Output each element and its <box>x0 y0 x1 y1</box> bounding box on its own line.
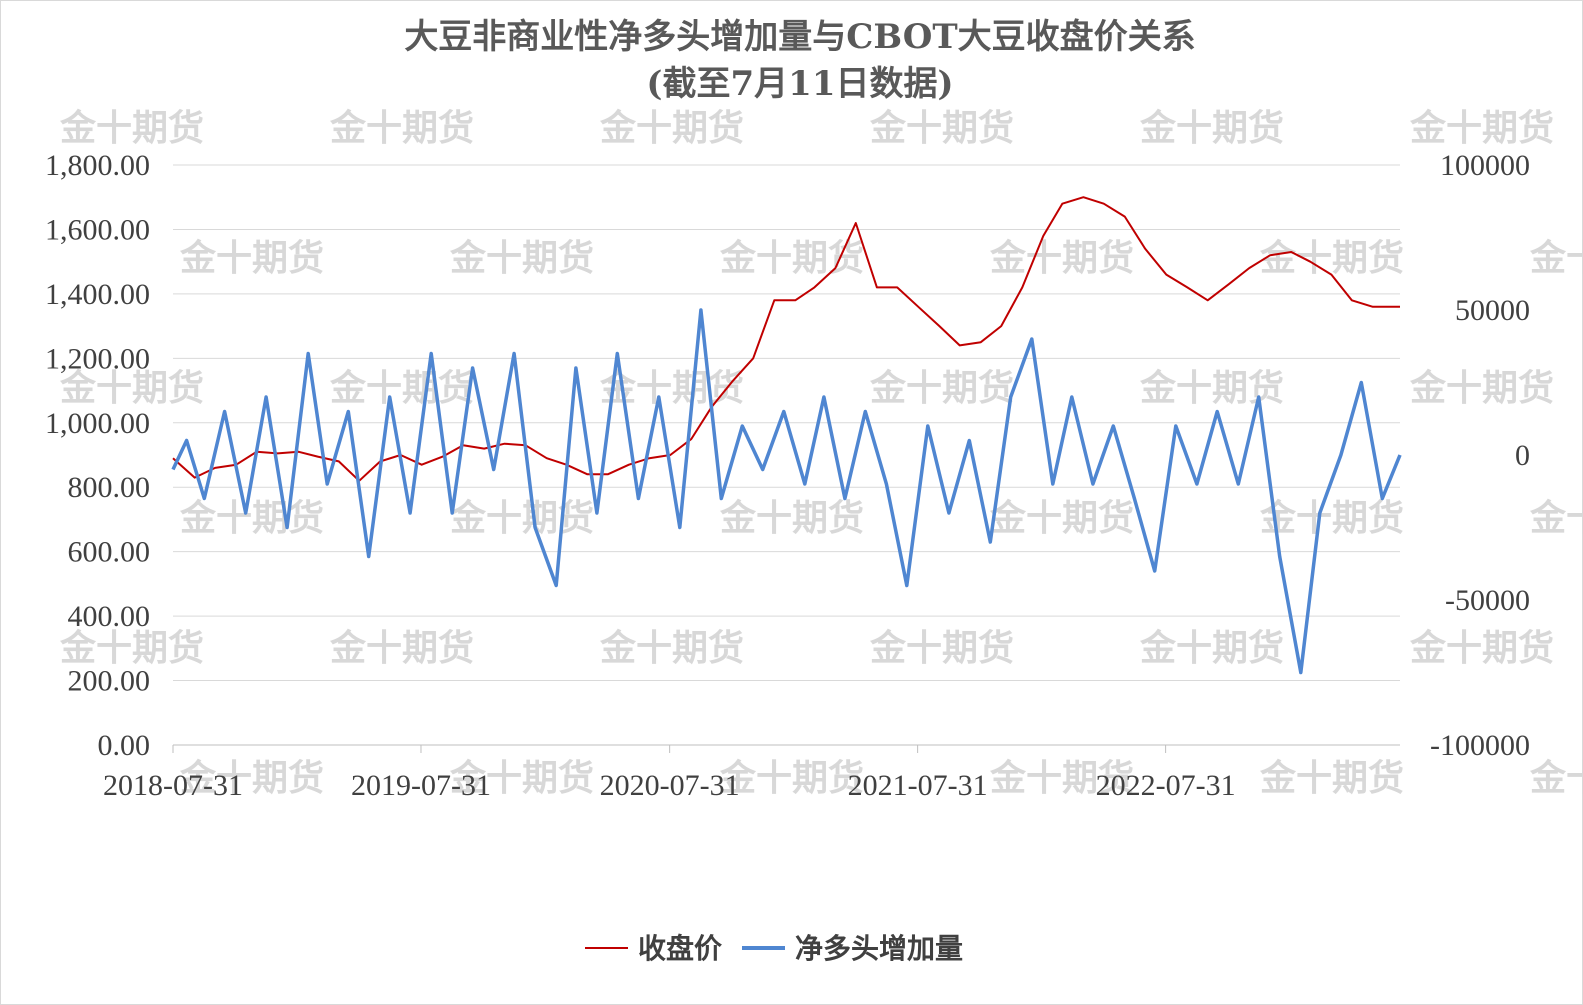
chart-subtitle: (截至7月11日数据) <box>646 64 953 104</box>
watermark-text: 金十期货 <box>599 107 744 149</box>
left-tick-label: 0.00 <box>98 729 151 762</box>
watermark-text: 金十期货 <box>1529 757 1583 799</box>
watermark-text: 金十期货 <box>1529 237 1583 279</box>
left-tick-label: 400.00 <box>68 600 151 633</box>
watermark-text: 金十期货 <box>1139 107 1284 149</box>
right-tick-label: 50000 <box>1455 294 1530 327</box>
watermark-text: 金十期货 <box>989 757 1134 799</box>
watermark-text: 金十期货 <box>1409 367 1554 409</box>
watermark-text: 金十期货 <box>449 757 594 799</box>
x-tick-label: 2022-07-31 <box>1096 769 1236 802</box>
watermark-text: 金十期货 <box>1259 237 1404 279</box>
chart-title: 大豆非商业性净多头增加量与CBOT大豆收盘价关系 <box>404 17 1195 57</box>
watermark-text: 金十期货 <box>719 757 864 799</box>
watermark-text: 金十期货 <box>1259 497 1404 539</box>
x-tick-label: 2018-07-31 <box>103 769 243 802</box>
watermark-text: 金十期货 <box>719 237 864 279</box>
watermark-text: 金十期货 <box>1139 367 1284 409</box>
watermark-text: 金十期货 <box>449 497 594 539</box>
left-tick-label: 1,200.00 <box>45 342 150 375</box>
watermark-text: 金十期货 <box>179 757 324 799</box>
series-line-net-long-change <box>171 308 1402 675</box>
series-line-close-price <box>172 196 1400 482</box>
watermark-text: 金十期货 <box>329 627 474 669</box>
watermark-text: 金十期货 <box>329 107 474 149</box>
right-tick-label: 100000 <box>1440 149 1530 182</box>
x-tick-label: 2019-07-31 <box>351 769 491 802</box>
series-layer <box>171 196 1402 675</box>
right-axis: -100000 -50000 0 50000 100000 <box>1430 149 1530 762</box>
left-tick-label: 600.00 <box>68 536 151 569</box>
watermark-text: 金十期货 <box>869 627 1014 669</box>
left-tick-label: 1,000.00 <box>45 407 150 440</box>
right-tick-label: -50000 <box>1445 584 1530 617</box>
right-tick-label: -100000 <box>1430 729 1530 762</box>
x-axis: 2018-07-31 2019-07-31 2020-07-31 2021-07-31… <box>103 744 1400 802</box>
x-tick-label: 2020-07-31 <box>600 769 740 802</box>
left-tick-label: 800.00 <box>68 471 151 504</box>
watermark-text: 金十期货 <box>449 237 594 279</box>
watermark-text: 金十期货 <box>179 237 324 279</box>
watermark-text: 金十期货 <box>599 627 744 669</box>
watermark-text: 金十期货 <box>179 497 324 539</box>
watermark-text: 金十期货 <box>869 367 1014 409</box>
watermark-text: 金十期货 <box>59 367 204 409</box>
watermark-text: 金十期货 <box>1529 497 1583 539</box>
watermark-text: 金十期货 <box>719 497 864 539</box>
watermark-text: 金十期货 <box>1409 627 1554 669</box>
watermark-text: 金十期货 <box>989 237 1134 279</box>
watermark-text: 金十期货 <box>1139 627 1284 669</box>
left-axis: 0.00 200.00 400.00 600.00 800.00 1,000.00 1,20… <box>45 149 150 762</box>
left-tick-label: 1,600.00 <box>45 213 150 246</box>
legend-label-close-price: 收盘价 <box>638 932 723 965</box>
watermark-text: 金十期货 <box>869 107 1014 149</box>
watermark-text: 金十期货 <box>989 497 1134 539</box>
legend-label-net-long-change: 净多头增加量 <box>795 932 963 965</box>
right-tick-label: 0 <box>1515 439 1530 472</box>
watermark-text: 金十期货 <box>59 627 204 669</box>
x-tick-label: 2021-07-31 <box>848 769 988 802</box>
left-tick-label: 200.00 <box>68 665 151 698</box>
legend: 收盘价 净多头增加量 <box>585 932 963 965</box>
watermark-text: 金十期货 <box>1409 107 1554 149</box>
left-tick-label: 1,800.00 <box>45 149 150 182</box>
watermark-text: 金十期货 <box>1259 757 1404 799</box>
watermark-text: 金十期货 <box>59 107 204 149</box>
watermark-text: 金十期货 <box>329 367 474 409</box>
left-tick-label: 1,400.00 <box>45 278 150 311</box>
